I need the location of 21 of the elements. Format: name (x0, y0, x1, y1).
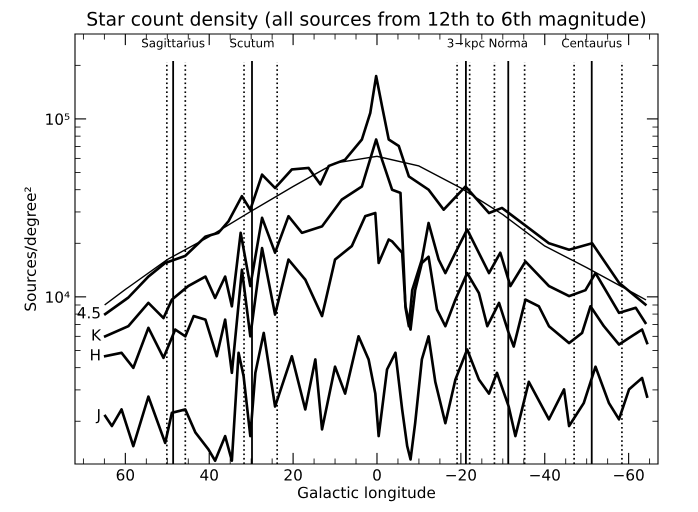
x-tick-label: 40 (200, 469, 218, 481)
series-label: J (96, 409, 100, 424)
x-axis-title: Galactic longitude (298, 486, 436, 502)
y-tick-label: 10⁵ (46, 113, 70, 125)
x-tick-label: 60 (116, 469, 134, 481)
series-label: K (92, 329, 102, 341)
ref-line-label: Norma (490, 38, 527, 48)
series-label: H (91, 349, 100, 360)
x-tick-label: 0 (373, 469, 381, 481)
y-tick-label: 10⁴ (46, 291, 70, 303)
x-tick-label: −40 (530, 469, 560, 481)
ref-line-label: Centaurus (562, 38, 622, 48)
x-tick-label: −60 (614, 469, 644, 481)
x-tick-label: −20 (446, 469, 476, 481)
x-tick-label: 20 (284, 469, 302, 481)
chart-title: Star count density (all sources from 12th to 6th magnitude) (88, 11, 646, 30)
ref-line-label: Sagittarius (142, 38, 204, 50)
ref-line-label: 3−kpc (448, 38, 484, 50)
series-label: 4.5 (77, 307, 100, 319)
ref-line-label: Scutum (230, 38, 274, 48)
y-axis-title: Sources/degree² (24, 187, 40, 311)
